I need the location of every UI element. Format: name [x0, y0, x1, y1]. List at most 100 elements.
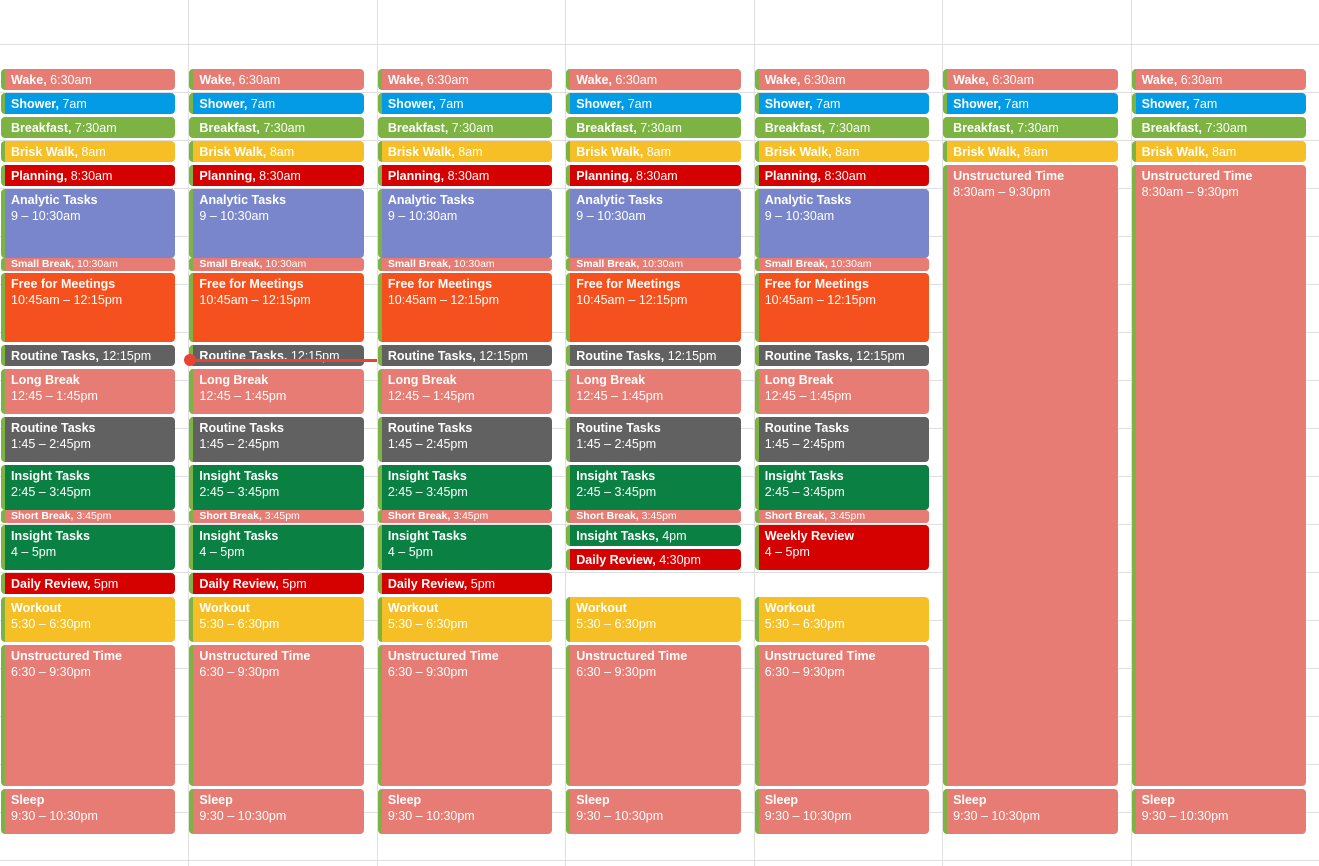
event-chip-analytic-tasks[interactable]: Analytic Tasks 9 – 10:30am	[566, 189, 741, 258]
event-chip-insight-tasks[interactable]: Insight Tasks 2:45 – 3:45pm	[754, 465, 930, 510]
event-chip-analytic-tasks[interactable]: Analytic Tasks 9 – 10:30am	[754, 189, 930, 258]
event-chip-breakfast[interactable]: Breakfast, 7:30am	[754, 117, 930, 138]
event-chip-insight-tasks[interactable]: Insight Tasks 4 – 5pm	[377, 525, 553, 570]
event-chip-daily-review[interactable]: Daily Review, 5pm	[189, 573, 364, 594]
event-chip-insight-tasks[interactable]: Insight Tasks 2:45 – 3:45pm	[1, 465, 176, 510]
event-chip-short-break[interactable]: Short Break, 3:45pm	[1, 510, 176, 523]
event-chip-workout[interactable]: Workout 5:30 – 6:30pm	[189, 597, 364, 642]
event-chip-sleep[interactable]: Sleep 9:30 – 10:30pm	[943, 789, 1118, 834]
day-column-3[interactable]: Wake, 6:30am Shower, 7am Breakfast, 7:30am…	[377, 0, 565, 866]
event-chip-planning[interactable]: Planning, 8:30am	[566, 165, 741, 186]
event-chip-shower[interactable]: Shower, 7am	[754, 93, 930, 114]
event-chip-brisk-walk[interactable]: Brisk Walk, 8am	[943, 141, 1118, 162]
day-column-1[interactable]: Wake, 6:30am Shower, 7am Breakfast, 7:30am…	[0, 0, 188, 866]
event-chip-planning[interactable]: Planning, 8:30am	[754, 165, 930, 186]
event-chip-workout[interactable]: Workout 5:30 – 6:30pm	[377, 597, 553, 642]
event-chip-free-for-meetings[interactable]: Free for Meetings 10:45am – 12:15pm	[1, 273, 176, 342]
event-chip-sleep[interactable]: Sleep 9:30 – 10:30pm	[754, 789, 930, 834]
event-chip-daily-review[interactable]: Daily Review, 5pm	[1, 573, 176, 594]
event-chip-shower[interactable]: Shower, 7am	[1, 93, 176, 114]
event-chip-routine-tasks[interactable]: Routine Tasks, 12:15pm	[566, 345, 741, 366]
event-chip-small-break[interactable]: Small Break, 10:30am	[754, 258, 930, 271]
event-chip-unstructured-time[interactable]: Unstructured Time 8:30am – 9:30pm	[943, 165, 1118, 786]
event-chip-small-break[interactable]: Small Break, 10:30am	[1, 258, 176, 271]
event-chip-brisk-walk[interactable]: Brisk Walk, 8am	[566, 141, 741, 162]
event-chip-insight-tasks[interactable]: Insight Tasks 4 – 5pm	[189, 525, 364, 570]
event-chip-insight-tasks[interactable]: Insight Tasks 2:45 – 3:45pm	[189, 465, 364, 510]
day-column-5[interactable]: Wake, 6:30am Shower, 7am Breakfast, 7:30am…	[754, 0, 942, 866]
event-chip-wake[interactable]: Wake, 6:30am	[1, 69, 176, 90]
event-chip-shower[interactable]: Shower, 7am	[943, 93, 1118, 114]
event-chip-free-for-meetings[interactable]: Free for Meetings 10:45am – 12:15pm	[377, 273, 553, 342]
event-chip-wake[interactable]: Wake, 6:30am	[377, 69, 553, 90]
event-chip-small-break[interactable]: Small Break, 10:30am	[566, 258, 741, 271]
event-chip-routine-tasks[interactable]: Routine Tasks 1:45 – 2:45pm	[1, 417, 176, 462]
event-chip-long-break[interactable]: Long Break 12:45 – 1:45pm	[566, 369, 741, 414]
event-chip-long-break[interactable]: Long Break 12:45 – 1:45pm	[377, 369, 553, 414]
event-chip-routine-tasks[interactable]: Routine Tasks 1:45 – 2:45pm	[754, 417, 930, 462]
event-chip-routine-tasks[interactable]: Routine Tasks, 12:15pm	[754, 345, 930, 366]
event-chip-brisk-walk[interactable]: Brisk Walk, 8am	[754, 141, 930, 162]
event-chip-analytic-tasks[interactable]: Analytic Tasks 9 – 10:30am	[189, 189, 364, 258]
event-chip-breakfast[interactable]: Breakfast, 7:30am	[1, 117, 176, 138]
event-chip-analytic-tasks[interactable]: Analytic Tasks 9 – 10:30am	[377, 189, 553, 258]
event-chip-brisk-walk[interactable]: Brisk Walk, 8am	[1131, 141, 1306, 162]
event-chip-wake[interactable]: Wake, 6:30am	[566, 69, 741, 90]
event-chip-unstructured-time[interactable]: Unstructured Time 6:30 – 9:30pm	[566, 645, 741, 786]
event-chip-workout[interactable]: Workout 5:30 – 6:30pm	[754, 597, 930, 642]
event-chip-shower[interactable]: Shower, 7am	[1131, 93, 1306, 114]
event-chip-free-for-meetings[interactable]: Free for Meetings 10:45am – 12:15pm	[754, 273, 930, 342]
event-chip-planning[interactable]: Planning, 8:30am	[189, 165, 364, 186]
event-chip-shower[interactable]: Shower, 7am	[566, 93, 741, 114]
event-chip-routine-tasks[interactable]: Routine Tasks 1:45 – 2:45pm	[566, 417, 741, 462]
event-chip-long-break[interactable]: Long Break 12:45 – 1:45pm	[754, 369, 930, 414]
event-chip-insight-tasks[interactable]: Insight Tasks 2:45 – 3:45pm	[377, 465, 553, 510]
event-chip-routine-tasks[interactable]: Routine Tasks 1:45 – 2:45pm	[377, 417, 553, 462]
event-chip-sleep[interactable]: Sleep 9:30 – 10:30pm	[1131, 789, 1306, 834]
event-chip-breakfast[interactable]: Breakfast, 7:30am	[377, 117, 553, 138]
event-chip-unstructured-time[interactable]: Unstructured Time 6:30 – 9:30pm	[754, 645, 930, 786]
event-chip-unstructured-time[interactable]: Unstructured Time 8:30am – 9:30pm	[1131, 165, 1306, 786]
event-chip-daily-review[interactable]: Daily Review, 4:30pm	[566, 549, 741, 570]
event-chip-routine-tasks[interactable]: Routine Tasks, 12:15pm	[1, 345, 176, 366]
event-chip-analytic-tasks[interactable]: Analytic Tasks 9 – 10:30am	[1, 189, 176, 258]
event-chip-wake[interactable]: Wake, 6:30am	[943, 69, 1118, 90]
event-chip-free-for-meetings[interactable]: Free for Meetings 10:45am – 12:15pm	[189, 273, 364, 342]
event-chip-sleep[interactable]: Sleep 9:30 – 10:30pm	[377, 789, 553, 834]
event-chip-wake[interactable]: Wake, 6:30am	[754, 69, 930, 90]
event-chip-daily-review[interactable]: Daily Review, 5pm	[377, 573, 553, 594]
event-chip-short-break[interactable]: Short Break, 3:45pm	[189, 510, 364, 523]
event-chip-short-break[interactable]: Short Break, 3:45pm	[377, 510, 553, 523]
event-chip-unstructured-time[interactable]: Unstructured Time 6:30 – 9:30pm	[1, 645, 176, 786]
event-chip-small-break[interactable]: Small Break, 10:30am	[189, 258, 364, 271]
event-chip-sleep[interactable]: Sleep 9:30 – 10:30pm	[189, 789, 364, 834]
event-chip-shower[interactable]: Shower, 7am	[377, 93, 553, 114]
event-chip-unstructured-time[interactable]: Unstructured Time 6:30 – 9:30pm	[189, 645, 364, 786]
event-chip-breakfast[interactable]: Breakfast, 7:30am	[189, 117, 364, 138]
event-chip-sleep[interactable]: Sleep 9:30 – 10:30pm	[1, 789, 176, 834]
event-chip-long-break[interactable]: Long Break 12:45 – 1:45pm	[1, 369, 176, 414]
event-chip-planning[interactable]: Planning, 8:30am	[377, 165, 553, 186]
event-chip-routine-tasks[interactable]: Routine Tasks 1:45 – 2:45pm	[189, 417, 364, 462]
event-chip-wake[interactable]: Wake, 6:30am	[189, 69, 364, 90]
event-chip-workout[interactable]: Workout 5:30 – 6:30pm	[1, 597, 176, 642]
event-chip-insight-tasks[interactable]: Insight Tasks, 4pm	[566, 525, 741, 546]
event-chip-workout[interactable]: Workout 5:30 – 6:30pm	[566, 597, 741, 642]
event-chip-planning[interactable]: Planning, 8:30am	[1, 165, 176, 186]
event-chip-short-break[interactable]: Short Break, 3:45pm	[566, 510, 741, 523]
event-chip-long-break[interactable]: Long Break 12:45 – 1:45pm	[189, 369, 364, 414]
event-chip-sleep[interactable]: Sleep 9:30 – 10:30pm	[566, 789, 741, 834]
event-chip-insight-tasks[interactable]: Insight Tasks 2:45 – 3:45pm	[566, 465, 741, 510]
event-chip-wake[interactable]: Wake, 6:30am	[1131, 69, 1306, 90]
event-chip-breakfast[interactable]: Breakfast, 7:30am	[943, 117, 1118, 138]
event-chip-unstructured-time[interactable]: Unstructured Time 6:30 – 9:30pm	[377, 645, 553, 786]
day-column-4[interactable]: Wake, 6:30am Shower, 7am Breakfast, 7:30am…	[565, 0, 753, 866]
event-chip-small-break[interactable]: Small Break, 10:30am	[377, 258, 553, 271]
event-chip-insight-tasks[interactable]: Insight Tasks 4 – 5pm	[1, 525, 176, 570]
day-column-7[interactable]: Wake, 6:30am Shower, 7am Breakfast, 7:30am…	[1131, 0, 1319, 866]
event-chip-weekly-review[interactable]: Weekly Review 4 – 5pm	[754, 525, 930, 570]
event-chip-breakfast[interactable]: Breakfast, 7:30am	[566, 117, 741, 138]
event-chip-routine-tasks[interactable]: Routine Tasks, 12:15pm	[377, 345, 553, 366]
event-chip-routine-tasks[interactable]: Routine Tasks, 12:15pm	[189, 345, 364, 366]
day-column-6[interactable]: Wake, 6:30am Shower, 7am Breakfast, 7:30am…	[942, 0, 1130, 866]
